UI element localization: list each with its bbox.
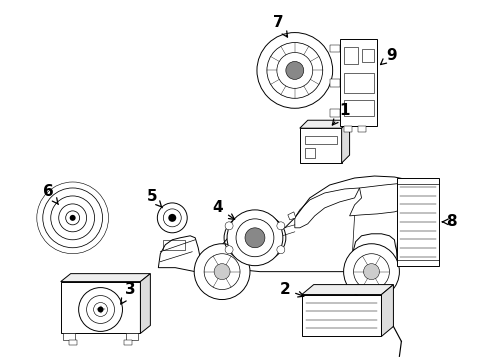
Polygon shape bbox=[61, 274, 150, 282]
Bar bbox=[339, 39, 377, 126]
Bar bbox=[361, 49, 373, 62]
Bar bbox=[61, 282, 140, 333]
Circle shape bbox=[244, 228, 264, 248]
Polygon shape bbox=[140, 274, 150, 333]
Bar bbox=[343, 126, 351, 132]
Circle shape bbox=[256, 32, 332, 108]
Bar bbox=[163, 240, 185, 250]
Text: 1: 1 bbox=[332, 103, 349, 125]
Circle shape bbox=[276, 222, 284, 230]
Bar bbox=[357, 126, 365, 132]
Bar bbox=[304, 148, 314, 158]
Bar bbox=[343, 100, 373, 116]
Circle shape bbox=[285, 62, 303, 80]
Text: 4: 4 bbox=[212, 201, 234, 220]
Bar bbox=[343, 73, 373, 93]
Text: 6: 6 bbox=[43, 184, 58, 204]
Polygon shape bbox=[381, 285, 393, 336]
Circle shape bbox=[224, 246, 233, 254]
Bar bbox=[343, 46, 357, 64]
Bar bbox=[299, 128, 341, 163]
Circle shape bbox=[343, 244, 399, 300]
Circle shape bbox=[69, 215, 76, 221]
Bar bbox=[301, 294, 381, 336]
Bar bbox=[126, 333, 138, 340]
Circle shape bbox=[194, 244, 249, 300]
Polygon shape bbox=[299, 120, 349, 128]
Text: 5: 5 bbox=[147, 189, 162, 208]
Circle shape bbox=[168, 214, 176, 222]
Bar bbox=[62, 333, 75, 340]
Bar bbox=[397, 178, 438, 266]
Bar bbox=[329, 109, 339, 117]
Text: 2: 2 bbox=[279, 282, 303, 297]
Text: 3: 3 bbox=[121, 282, 136, 304]
Circle shape bbox=[214, 264, 229, 280]
Polygon shape bbox=[301, 285, 393, 294]
Circle shape bbox=[363, 264, 379, 280]
Bar bbox=[124, 340, 132, 345]
Text: 8: 8 bbox=[442, 214, 456, 229]
Polygon shape bbox=[287, 212, 295, 220]
Bar bbox=[68, 340, 77, 345]
Polygon shape bbox=[341, 120, 349, 163]
Text: 7: 7 bbox=[272, 15, 287, 37]
Bar bbox=[329, 45, 339, 53]
Bar bbox=[329, 80, 339, 87]
Circle shape bbox=[157, 203, 187, 233]
Polygon shape bbox=[158, 176, 433, 272]
Circle shape bbox=[226, 210, 282, 266]
Circle shape bbox=[98, 306, 103, 312]
Circle shape bbox=[276, 246, 284, 254]
Bar bbox=[304, 136, 336, 144]
Text: 9: 9 bbox=[380, 48, 396, 64]
Circle shape bbox=[224, 222, 233, 230]
